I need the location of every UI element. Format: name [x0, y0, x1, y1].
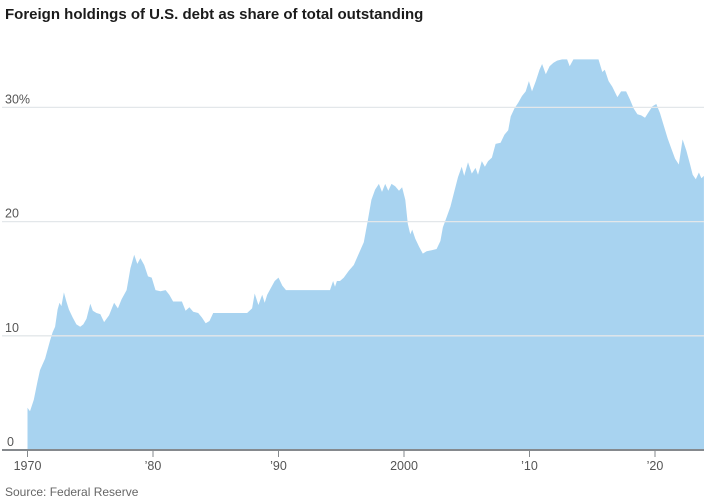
x-tick-label: ’80	[145, 459, 162, 473]
x-tick-label: 2000	[390, 459, 418, 473]
source-note: Source: Federal Reserve	[5, 485, 139, 499]
chart-title: Foreign holdings of U.S. debt as share o…	[5, 6, 424, 23]
x-tick-label: ’90	[270, 459, 287, 473]
area-series	[27, 59, 704, 451]
y-tick-label: 10	[5, 321, 19, 335]
x-tick-label: 1970	[14, 459, 42, 473]
y-tick-label: 30%	[5, 92, 30, 106]
y-tick-label: 0	[7, 435, 14, 449]
x-tick-label: ’20	[647, 459, 664, 473]
x-tick-label: ’10	[521, 459, 538, 473]
y-tick-label: 20	[5, 207, 19, 221]
